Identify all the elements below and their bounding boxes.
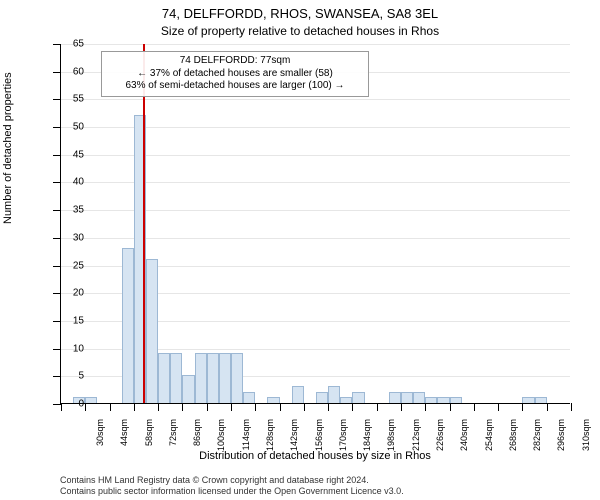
y-tick-label: 60 — [54, 66, 84, 77]
y-tick-label: 65 — [54, 39, 84, 50]
histogram-bar — [425, 397, 437, 403]
x-tick — [522, 403, 523, 411]
x-tick — [134, 403, 135, 411]
x-tick-label: 58sqm — [144, 419, 154, 459]
histogram-bar — [267, 397, 279, 403]
x-tick — [377, 403, 378, 411]
x-tick — [85, 403, 86, 411]
x-tick-label: 240sqm — [459, 419, 469, 459]
histogram-bar — [535, 397, 547, 403]
x-tick-label: 254sqm — [484, 419, 494, 459]
x-tick — [328, 403, 329, 411]
histogram-bar — [158, 353, 170, 403]
histogram-bar — [340, 397, 352, 403]
x-tick-label: 296sqm — [556, 419, 566, 459]
attribution-footer: Contains HM Land Registry data © Crown c… — [60, 475, 404, 496]
footer-line: Contains HM Land Registry data © Crown c… — [60, 475, 404, 485]
x-tick — [547, 403, 548, 411]
annotation-line: 63% of semi-detached houses are larger (… — [108, 80, 362, 93]
y-tick-label: 30 — [54, 232, 84, 243]
annotation-line: 74 DELFFORDD: 77sqm — [108, 55, 362, 68]
plot-area: 74 DELFFORDD: 77sqm← 37% of detached hou… — [60, 44, 570, 404]
y-tick-label: 55 — [54, 94, 84, 105]
reference-line — [143, 44, 145, 403]
histogram-bar — [146, 259, 158, 403]
x-tick — [352, 403, 353, 411]
y-tick-label: 20 — [54, 288, 84, 299]
chart-container: 74, DELFFORDD, RHOS, SWANSEA, SA8 3EL Si… — [0, 0, 600, 500]
histogram-bar — [207, 353, 219, 403]
y-tick-label: 35 — [54, 205, 84, 216]
annotation-box: 74 DELFFORDD: 77sqm← 37% of detached hou… — [101, 51, 369, 97]
x-tick-label: 170sqm — [338, 419, 348, 459]
histogram-bar — [243, 392, 255, 403]
x-tick — [280, 403, 281, 411]
x-tick-label: 86sqm — [192, 419, 202, 459]
histogram-bar — [170, 353, 182, 403]
x-tick-label: 114sqm — [241, 419, 251, 459]
x-tick-label: 184sqm — [362, 419, 372, 459]
x-tick-label: 282sqm — [532, 419, 542, 459]
histogram-bar — [450, 397, 462, 403]
x-tick — [231, 403, 232, 411]
histogram-bar — [195, 353, 207, 403]
y-tick-label: 50 — [54, 122, 84, 133]
histogram-bar — [413, 392, 425, 403]
x-tick — [207, 403, 208, 411]
histogram-bar — [522, 397, 534, 403]
x-tick — [158, 403, 159, 411]
x-tick — [474, 403, 475, 411]
histogram-bar — [122, 248, 134, 403]
x-tick — [401, 403, 402, 411]
histogram-bar — [437, 397, 449, 403]
x-tick-label: 198sqm — [386, 419, 396, 459]
histogram-bar — [231, 353, 243, 403]
x-tick-label: 142sqm — [289, 419, 299, 459]
x-tick-label: 212sqm — [411, 419, 421, 459]
chart-title: 74, DELFFORDD, RHOS, SWANSEA, SA8 3EL — [0, 6, 600, 21]
y-tick-label: 45 — [54, 149, 84, 160]
x-tick-label: 72sqm — [168, 419, 178, 459]
x-tick — [110, 403, 111, 411]
x-tick-label: 156sqm — [314, 419, 324, 459]
x-tick — [182, 403, 183, 411]
histogram-bar — [182, 375, 194, 403]
x-tick-label: 268sqm — [508, 419, 518, 459]
histogram-bar — [292, 386, 304, 403]
annotation-line: ← 37% of detached houses are smaller (58… — [108, 68, 362, 81]
y-tick-label: 15 — [54, 315, 84, 326]
y-gridline — [61, 44, 570, 45]
histogram-bar — [85, 397, 97, 403]
x-tick-label: 310sqm — [581, 419, 591, 459]
histogram-bar — [401, 392, 413, 403]
y-tick-label: 10 — [54, 343, 84, 354]
x-tick-label: 128sqm — [265, 419, 275, 459]
chart-subtitle: Size of property relative to detached ho… — [0, 24, 600, 38]
y-tick-label: 40 — [54, 177, 84, 188]
x-tick — [304, 403, 305, 411]
x-tick-label: 30sqm — [95, 419, 105, 459]
histogram-bar — [219, 353, 231, 403]
x-tick — [571, 403, 572, 411]
x-tick — [255, 403, 256, 411]
x-tick-label: 44sqm — [119, 419, 129, 459]
x-tick-label: 226sqm — [435, 419, 445, 459]
x-tick-label: 100sqm — [216, 419, 226, 459]
histogram-bar — [328, 386, 340, 403]
y-axis-label: Number of detached properties — [2, 72, 14, 224]
histogram-bar — [316, 392, 328, 403]
y-tick-label: 5 — [54, 371, 84, 382]
histogram-bar — [389, 392, 401, 403]
histogram-bar — [352, 392, 364, 403]
footer-line: Contains public sector information licen… — [60, 486, 404, 496]
y-gridline — [61, 99, 570, 100]
x-tick — [450, 403, 451, 411]
x-tick — [498, 403, 499, 411]
x-tick — [425, 403, 426, 411]
y-tick-label: 0 — [54, 399, 84, 410]
y-tick-label: 25 — [54, 260, 84, 271]
